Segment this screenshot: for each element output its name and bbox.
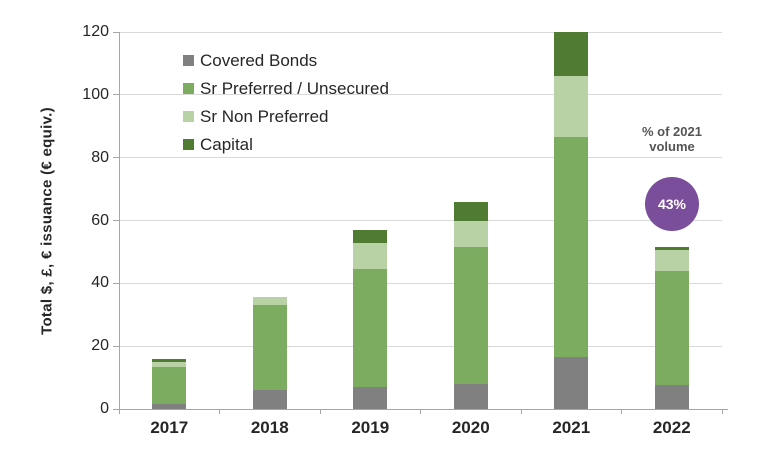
- x-axis-tick: [420, 409, 421, 414]
- callout-label-line2: volume: [649, 139, 695, 154]
- bar-segment: [554, 137, 589, 358]
- legend-item: Capital: [183, 134, 389, 154]
- y-axis-title: Total $, £, € issuance (€ equiv.): [38, 107, 56, 335]
- x-axis-category-label: 2019: [351, 418, 390, 437]
- x-axis-category-label: 2021: [552, 418, 591, 437]
- gridline: [119, 31, 722, 33]
- y-axis-tick: [113, 157, 119, 159]
- bar-segment: [353, 242, 388, 270]
- y-axis-tick-label: 80: [91, 148, 109, 166]
- bar-segment: [152, 404, 187, 409]
- bar-segment: [453, 220, 488, 248]
- x-axis-tick: [118, 409, 120, 414]
- y-axis-tick: [113, 408, 119, 410]
- gridline: [119, 157, 722, 159]
- x-axis-category-label: 2022: [652, 418, 691, 437]
- bar-segment: [353, 269, 388, 388]
- x-axis-tick: [621, 409, 622, 414]
- bar-segment: [152, 361, 187, 367]
- legend-swatch-icon: [183, 55, 194, 66]
- legend-item: Sr Non Preferred: [183, 106, 389, 126]
- gridline: [119, 345, 722, 347]
- y-axis-tick-label: 0: [100, 400, 109, 417]
- legend-swatch-icon: [183, 111, 194, 122]
- bar-segment: [252, 305, 287, 391]
- y-axis-tick: [113, 94, 119, 96]
- bar-segment: [654, 250, 689, 271]
- bar-segment: [654, 270, 689, 386]
- y-axis-tick-label: 100: [82, 85, 109, 103]
- gridline: [119, 94, 722, 96]
- bar-segment: [554, 32, 589, 76]
- y-axis-tick: [113, 282, 119, 284]
- legend-item-label: Sr Non Preferred: [200, 106, 329, 126]
- bar-segment: [654, 247, 689, 251]
- bar-segment: [453, 383, 488, 409]
- legend-item-label: Covered Bonds: [200, 50, 318, 70]
- y-axis-tick-label: 20: [91, 337, 109, 355]
- bar-segment: [353, 229, 388, 243]
- bar-segment: [453, 247, 488, 384]
- y-axis-line: [119, 32, 120, 409]
- bar-segment: [152, 358, 187, 362]
- x-axis-tick: [721, 409, 723, 414]
- gridline: [119, 220, 722, 221]
- y-axis-tick: [113, 31, 119, 33]
- plot-area: 0 20 40 60 80 100 120 2017 2018 2019 2020 2021 2022: [82, 23, 729, 437]
- gridline: [119, 282, 722, 284]
- x-axis-category-label: 2020: [451, 418, 490, 437]
- bar-segment: [353, 387, 388, 409]
- x-axis-tick: [319, 409, 321, 414]
- y-axis-tick-label: 60: [91, 211, 109, 229]
- legend-item: Covered Bonds: [183, 50, 389, 70]
- x-axis-category-label: 2018: [250, 418, 289, 437]
- y-axis-tick: [113, 345, 119, 347]
- bar-segment: [453, 201, 488, 221]
- legend: Covered Bonds Sr Preferred / Unsecured Sr …: [183, 50, 389, 164]
- legend-item-label: Sr Preferred / Unsecured: [200, 78, 389, 98]
- x-axis-tick: [520, 409, 522, 414]
- bar-segment: [252, 390, 287, 409]
- percent-badge: 43%: [645, 177, 699, 231]
- legend-swatch-icon: [183, 83, 194, 94]
- y-axis-tick-label: 120: [82, 23, 109, 40]
- bar-segment: [152, 366, 187, 405]
- y-axis-tick-label: 40: [91, 274, 109, 292]
- callout-label-line1: % of 2021: [642, 124, 702, 139]
- legend-item: Sr Preferred / Unsecured: [183, 78, 389, 98]
- x-axis-category-label: 2017: [150, 418, 189, 437]
- legend-item-label: Capital: [200, 134, 253, 154]
- x-axis-tick: [219, 409, 220, 414]
- legend-swatch-icon: [183, 139, 194, 150]
- bar-segment: [554, 76, 589, 138]
- callout-label: % of 2021 volume: [607, 124, 737, 154]
- bar-segment: [554, 357, 589, 409]
- bar-segment: [654, 385, 689, 409]
- bar-segment: [252, 297, 287, 306]
- x-axis-line: [119, 409, 729, 410]
- y-axis-tick: [113, 220, 119, 221]
